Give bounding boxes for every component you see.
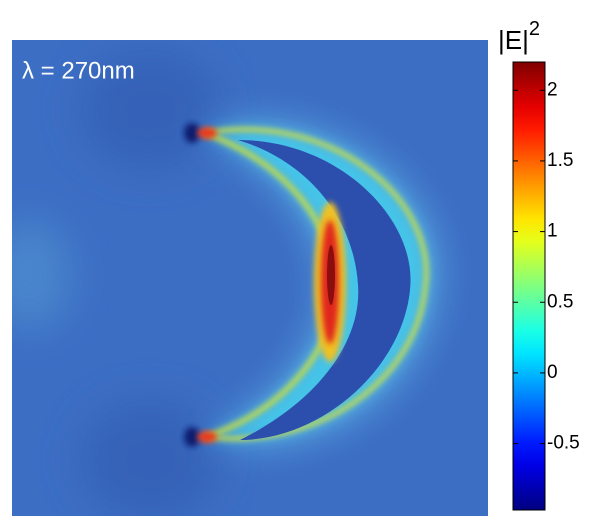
colorbar-label-base: |E|	[498, 25, 529, 55]
colorbar-label-superscript: 2	[529, 18, 540, 40]
colorbar-tick-label: 1.5	[547, 150, 573, 171]
colorbar-tick-label: 0.5	[547, 291, 573, 312]
field-map	[12, 40, 488, 516]
colorbar-tick-label: 0	[547, 362, 558, 383]
colorbar-label: |E|2	[498, 18, 540, 55]
colorbar	[512, 61, 546, 511]
colorbar-tick-label: -0.5	[547, 433, 580, 454]
annotation: λ = 270nm	[22, 57, 135, 84]
colorbar-tick-label: 2	[547, 79, 558, 100]
colorbar-tick-label: 1	[547, 221, 558, 242]
